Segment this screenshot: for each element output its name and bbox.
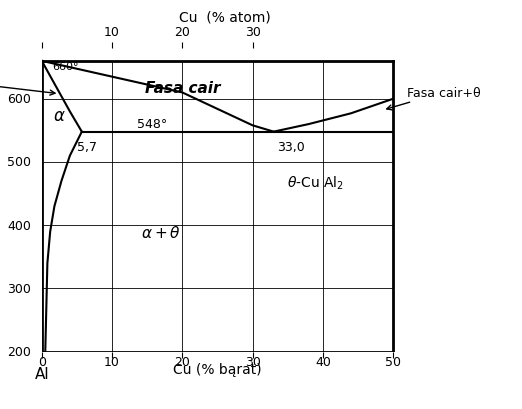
Text: 40: 40 — [315, 355, 331, 369]
Text: 50: 50 — [385, 355, 401, 369]
Text: 0: 0 — [38, 355, 46, 369]
Text: Cu (% bąrat): Cu (% bąrat) — [173, 362, 262, 376]
Text: α+fasa cair ·: α+fasa cair · — [0, 59, 55, 96]
Text: $\alpha+\theta$: $\alpha+\theta$ — [141, 224, 181, 240]
Text: Al: Al — [34, 366, 49, 381]
Text: Fasa cair: Fasa cair — [145, 81, 220, 96]
Text: 10: 10 — [104, 355, 120, 369]
Text: Fasa cair+θ: Fasa cair+θ — [387, 86, 481, 111]
Text: 500: 500 — [7, 156, 31, 169]
Text: 300: 300 — [7, 282, 31, 295]
Text: 660°: 660° — [52, 62, 79, 72]
Text: 33,0: 33,0 — [277, 141, 305, 153]
Text: $\alpha$: $\alpha$ — [53, 106, 66, 124]
Text: 5,7: 5,7 — [77, 141, 97, 153]
Text: $\theta$-Cu Al$_2$: $\theta$-Cu Al$_2$ — [287, 174, 345, 191]
Text: 20: 20 — [174, 355, 190, 369]
Text: 548°: 548° — [137, 118, 167, 131]
Text: 400: 400 — [7, 219, 31, 232]
X-axis label: Cu  (% atom): Cu (% atom) — [179, 11, 270, 25]
Text: 30: 30 — [245, 355, 260, 369]
Text: 200: 200 — [7, 345, 31, 358]
Text: 600: 600 — [7, 93, 31, 106]
